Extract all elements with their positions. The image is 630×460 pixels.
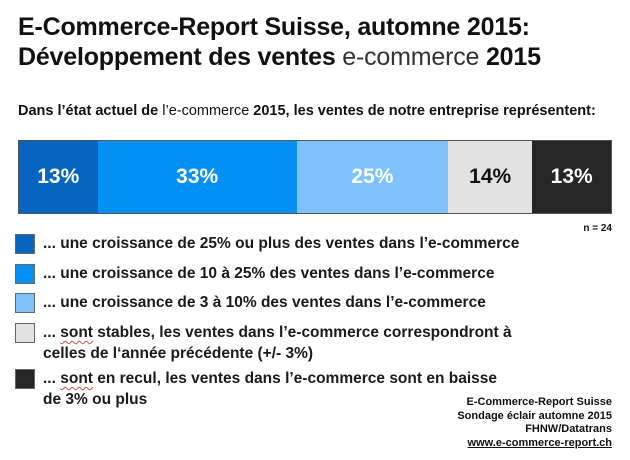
legend-item: ... une croissance de 25% ou plus des ve…	[15, 233, 563, 254]
source-footer: E-Commerce-Report Suisse Sondage éclair …	[457, 396, 612, 450]
legend-swatch-icon	[15, 264, 35, 284]
legend-swatch-icon	[15, 234, 35, 254]
footer-website-link[interactable]: www.e-commerce-report.ch	[467, 436, 612, 449]
legend-item: ... sont stables, les ventes dans l’e-co…	[15, 322, 513, 364]
legend-item: ... une croissance de 10 à 25% des vente…	[15, 263, 563, 284]
legend-prefix: ...	[43, 324, 61, 341]
subtitle-part-1: Dans l’état actuel de	[18, 103, 163, 119]
bar-segment-growth-25-plus: 13%	[19, 141, 98, 213]
subtitle-part-3: 2015, les ventes de notre entreprise rep…	[249, 103, 596, 119]
legend-underlined-word: sont	[60, 370, 93, 387]
subtitle-part-2: l’e-commerce	[162, 103, 250, 119]
bar-segment-decline: 13%	[532, 141, 611, 213]
title-line-2-prefix: Développement des ventes	[18, 43, 343, 71]
footer-partners: FHNW/Datatrans	[525, 423, 612, 435]
segment-label: 13%	[37, 165, 80, 188]
legend-item: ... sont en recul, les ventes dans l’e-c…	[15, 368, 513, 410]
legend-label: ... sont en recul, les ventes dans l’e-c…	[43, 368, 513, 410]
legend-swatch-icon	[15, 369, 35, 389]
legend-label: ... sont stables, les ventes dans l’e-co…	[43, 322, 513, 364]
segment-label: 13%	[550, 165, 593, 188]
legend-underlined-word: sont	[60, 324, 93, 341]
bar-segment-growth-10-25: 33%	[97, 141, 297, 213]
legend-swatch-icon	[15, 293, 35, 313]
title-line-1: E-Commerce-Report Suisse, automne 2015:	[18, 13, 530, 41]
legend-label: ... une croissance de 10 à 25% des vente…	[43, 265, 495, 282]
legend-text: en recul, les ventes dans l’e-commerce s…	[43, 370, 497, 408]
legend-swatch-icon	[15, 323, 35, 343]
legend-text: stables, les ventes dans l’e-commerce co…	[43, 324, 512, 362]
bar-segment-growth-3-10: 25%	[296, 141, 448, 213]
legend-label: ... une croissance de 3 à 10% des ventes…	[43, 294, 486, 311]
stacked-bar: 13% 33% 25% 14% 13%	[18, 140, 612, 214]
title-highlight: e-commerce	[342, 43, 480, 71]
chart-subtitle: Dans l’état actuel de l’e-commerce 2015,…	[18, 103, 618, 120]
title-line-2-suffix: 2015	[479, 43, 541, 71]
sample-size: n = 24	[583, 223, 612, 234]
footer-survey: Sondage éclair automne 2015	[457, 409, 612, 422]
title-line-2: Développement des ventes e-commerce 2015	[18, 42, 541, 72]
legend-label: ... une croissance de 25% ou plus des ve…	[43, 235, 520, 252]
segment-label: 33%	[176, 165, 219, 188]
legend-item: ... une croissance de 3 à 10% des ventes…	[15, 292, 563, 313]
chart-title: E-Commerce-Report Suisse, automne 2015: …	[18, 12, 541, 72]
segment-label: 14%	[469, 165, 512, 188]
legend-prefix: ...	[43, 370, 61, 387]
footer-report-name: E-Commerce-Report Suisse	[466, 396, 613, 408]
segment-label: 25%	[351, 165, 394, 188]
bar-segment-stable: 14%	[447, 141, 533, 213]
